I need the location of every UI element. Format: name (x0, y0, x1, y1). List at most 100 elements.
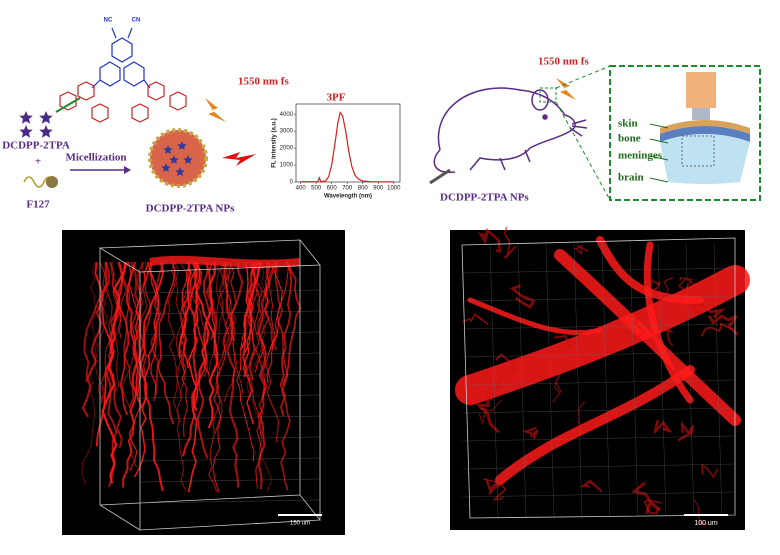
cyano-label: NC (104, 18, 113, 24)
frame-grid (462, 407, 736, 414)
frame-edge (99, 494, 301, 506)
process-label: Micellization (65, 152, 126, 164)
vessel (83, 261, 108, 383)
vessel (631, 481, 662, 515)
vessel (223, 262, 238, 402)
vessel (546, 334, 572, 356)
star (161, 163, 171, 172)
vessel (167, 261, 183, 399)
y-tick-label: 0 (290, 180, 294, 186)
vessel (281, 261, 302, 386)
vessel (181, 261, 197, 369)
vessel (474, 390, 500, 434)
vessel (175, 261, 190, 491)
vessel (242, 261, 256, 378)
star (183, 155, 193, 164)
vessel (707, 314, 739, 336)
frame-grid (462, 435, 736, 442)
x-tick-label: 900 (373, 186, 384, 192)
vessel (279, 261, 293, 417)
frame-grid (139, 394, 321, 399)
vessel (263, 261, 278, 351)
layer-pointer (649, 177, 669, 183)
frame-grid (573, 243, 583, 518)
star (163, 145, 173, 154)
star (19, 111, 33, 124)
vessel (577, 401, 596, 432)
vessel (212, 261, 237, 493)
vessel (208, 261, 224, 385)
vessel (665, 327, 675, 347)
star (177, 141, 187, 150)
layer-label: skin (618, 118, 638, 130)
vessel (257, 261, 271, 490)
zoom-line (555, 65, 611, 89)
vessel (117, 261, 135, 408)
frame-edge (461, 237, 736, 519)
frame-grid (139, 415, 321, 420)
frame-grid (139, 499, 321, 504)
y-tick-label: 3000 (280, 129, 294, 135)
layer-label: brain (618, 172, 644, 184)
layer-pointer (649, 138, 669, 144)
vessel (178, 261, 192, 359)
arrow-head (124, 166, 131, 174)
vessel (677, 420, 695, 442)
x-tick-label: 400 (296, 186, 307, 192)
vessel (213, 261, 228, 434)
vessel (495, 365, 695, 485)
x-tick-label: 600 (327, 186, 338, 192)
polymer-name: F127 (26, 199, 50, 211)
vessel (134, 261, 160, 478)
vessel (642, 276, 661, 292)
vessel (677, 277, 697, 292)
frame-grid (713, 243, 723, 518)
vessel (208, 261, 216, 341)
frame-grid (139, 310, 321, 315)
vessel (478, 399, 502, 425)
vessel (266, 261, 283, 384)
dye-stars (19, 111, 53, 138)
molecule (59, 27, 187, 123)
np-stars (161, 141, 193, 176)
injection-label: DCDPP-2TPA NPs (440, 192, 529, 204)
zoom-box (609, 65, 761, 201)
frame-edge (139, 519, 321, 531)
frame-grid (139, 352, 321, 357)
vessel (94, 261, 115, 447)
vessel (503, 226, 517, 260)
frame-grid (462, 295, 736, 302)
star (169, 155, 179, 164)
vessel (132, 261, 148, 356)
layer-pointer (649, 123, 669, 129)
vessel (643, 241, 694, 404)
objective-tip (692, 108, 710, 120)
vessel (615, 313, 646, 342)
frame-grid (601, 243, 611, 518)
vessel (685, 303, 727, 319)
x-tick-label: 700 (342, 186, 353, 192)
y-tick-label: 4000 (280, 112, 294, 118)
vessel (494, 353, 517, 390)
frame-grid (657, 243, 667, 518)
frame-grid (462, 351, 736, 358)
frame-grid (139, 436, 321, 441)
frame-grid (517, 243, 527, 518)
plot-frame (295, 103, 401, 183)
vessel (462, 313, 489, 326)
zoom-region (539, 87, 557, 103)
vessel (552, 372, 563, 403)
vessel (246, 261, 262, 437)
vessel (236, 261, 262, 462)
vessel (477, 227, 502, 254)
frame-grid (462, 267, 736, 274)
arrow (55, 97, 81, 113)
laser-label: 1550 nm fs (538, 56, 589, 68)
x-tick-label: 800 (358, 186, 369, 192)
objective (686, 72, 716, 108)
dye-name: DCDPP-2TPA (2, 140, 70, 152)
vessel (655, 277, 674, 303)
scale-label: 150 um (290, 521, 310, 527)
